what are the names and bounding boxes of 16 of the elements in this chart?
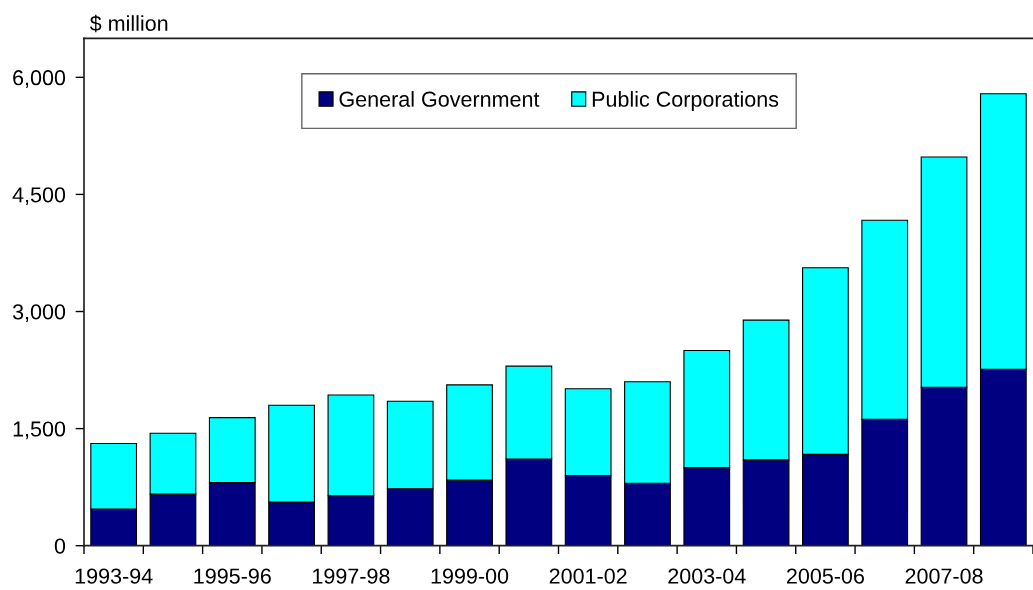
legend-label: Public Corporations <box>592 91 779 112</box>
x-tick-label: 1993-94 <box>75 568 153 584</box>
x-tick-label: 2007-08 <box>905 568 983 584</box>
y-tick-label: 1,500 <box>13 421 66 440</box>
y-tick-label: 6,000 <box>13 70 66 88</box>
x-tick-label: 2003-04 <box>668 568 746 584</box>
x-tick-label: 2005-06 <box>786 568 864 584</box>
x-tick-label: 1999-00 <box>431 568 509 584</box>
x-tick-label: 1995-96 <box>194 568 271 584</box>
x-tick-label: 1997-98 <box>313 568 390 584</box>
legend-label: General Government <box>339 91 540 107</box>
x-tick-label: 2001-02 <box>549 568 627 584</box>
y-axis-title: $ million <box>89 14 168 33</box>
y-tick-label: 3,000 <box>12 304 66 323</box>
y-tick-label: 4,500 <box>12 187 66 205</box>
y-tick-label: 0 <box>54 538 66 554</box>
